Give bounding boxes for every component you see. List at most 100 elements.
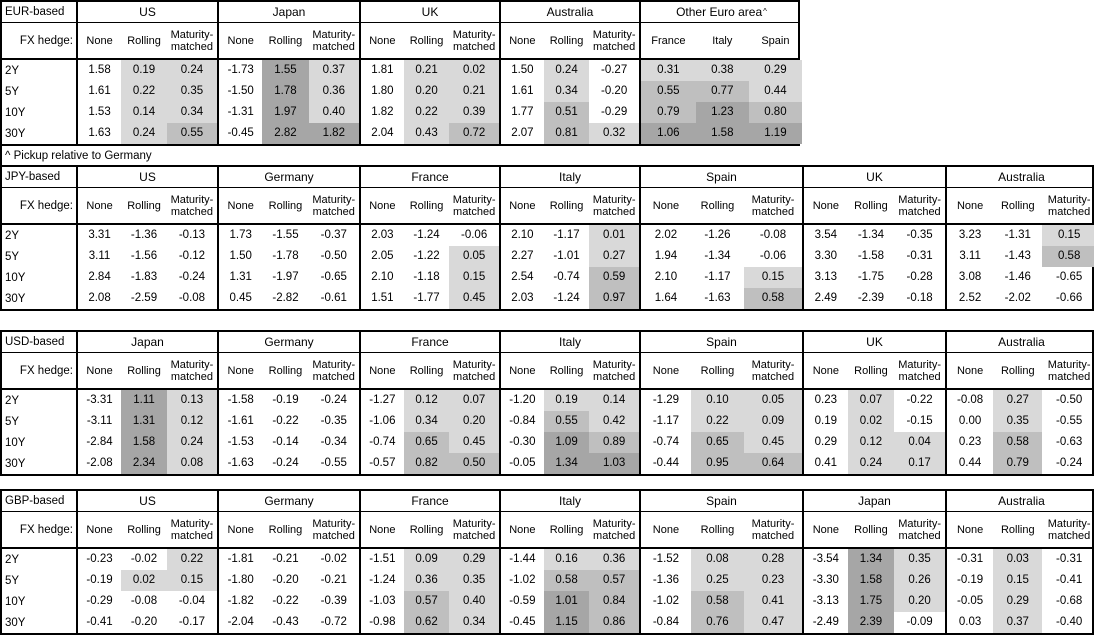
value-cell: -0.19 bbox=[86, 574, 113, 586]
value-cell: -0.15 bbox=[906, 415, 933, 427]
column-header-group-japan: None Rolling Maturity-matched bbox=[76, 353, 217, 388]
base-currency-label-jpy-based: JPY-based bbox=[5, 171, 61, 183]
value-group-uk: 3.13 -1.75 -0.28 bbox=[802, 267, 945, 288]
value-cell: -1.73 bbox=[227, 64, 254, 76]
value-cell: 0.28 bbox=[744, 549, 802, 570]
value-cell: 0.20 bbox=[449, 411, 499, 432]
tenor-label-2y: 2Y bbox=[5, 64, 20, 77]
column-header-rolling: Rolling bbox=[549, 34, 584, 47]
value-cell: 0.39 bbox=[449, 102, 499, 123]
column-header-maturity-matched: Maturity-matched bbox=[1047, 358, 1091, 383]
value-cell: 0.41 bbox=[744, 591, 802, 612]
value-cell: 1.63 bbox=[88, 127, 111, 139]
value-cell: -1.80 bbox=[227, 574, 254, 586]
value-group-germany: -1.82 -0.22 -0.39 bbox=[217, 591, 359, 612]
country-name: Japan bbox=[131, 335, 164, 349]
value-cell: 0.24 bbox=[543, 60, 590, 81]
value-cell: 0.23 bbox=[744, 570, 802, 591]
value-group-japan: -2.08 2.34 0.08 bbox=[76, 453, 217, 474]
tenor-row-2y: 2Y -0.23 -0.02 0.22 -1.81 -0.21 -0.02 -1.51 0.09… bbox=[2, 549, 1092, 570]
value-group-uk: 0.41 0.24 0.17 bbox=[802, 453, 945, 474]
value-cell: 0.79 bbox=[641, 102, 696, 123]
fx-hedge-label: FX hedge: bbox=[19, 199, 73, 212]
column-header-italy: Italy bbox=[712, 34, 733, 47]
column-header-maturity-matched: Maturity-matched bbox=[592, 358, 636, 383]
column-header-none: None bbox=[86, 364, 113, 377]
column-header-none: None bbox=[86, 199, 113, 212]
value-cell: 0.29 bbox=[814, 436, 838, 448]
value-cell: 0.47 bbox=[744, 612, 802, 633]
value-cell: 1.51 bbox=[371, 292, 394, 304]
value-cell: 2.52 bbox=[958, 292, 982, 304]
value-cell: -0.24 bbox=[178, 271, 206, 283]
value-group-italy: -0.30 1.09 0.89 bbox=[499, 432, 639, 453]
value-cell: 0.09 bbox=[403, 549, 450, 570]
tenor-row-2y: 2Y 3.31 -1.36 -0.13 1.73 -1.55 -0.37 2.03 -1.24 -… bbox=[2, 225, 1094, 246]
value-group-japan: -1.31 1.97 0.40 bbox=[217, 102, 359, 123]
value-cell: -2.84 bbox=[86, 436, 113, 448]
value-cell: -0.30 bbox=[509, 436, 536, 448]
value-group-us: 1.58 0.19 0.24 bbox=[76, 60, 217, 81]
value-group-spain: -0.74 0.65 0.45 bbox=[639, 432, 802, 453]
value-cell: 0.15 bbox=[166, 570, 217, 591]
value-cell: 0.19 bbox=[543, 390, 590, 411]
footnote-marker: ^ bbox=[763, 7, 767, 16]
country-header-us: US bbox=[76, 2, 217, 22]
value-group-australia: 1.50 0.24 -0.27 bbox=[499, 60, 639, 81]
value-cell: 0.41 bbox=[814, 457, 838, 469]
column-header-maturity-matched: Maturity-matched bbox=[751, 358, 795, 383]
value-cell: -1.24 bbox=[369, 574, 396, 586]
column-header-rolling: Rolling bbox=[127, 364, 161, 377]
eur-table-slot: EUR-based US Japan UK Australia Other Euro ar… bbox=[0, 0, 1094, 146]
value-group-us: 3.31 -1.36 -0.13 bbox=[76, 225, 217, 246]
country-name: France bbox=[411, 494, 449, 508]
country-name: Japan bbox=[272, 5, 306, 19]
country-header-japan: Japan bbox=[217, 2, 359, 22]
value-cell: 0.19 bbox=[121, 60, 167, 81]
column-header-rolling: Rolling bbox=[1000, 523, 1035, 536]
column-header-maturity-matched: Maturity-matched bbox=[452, 517, 496, 542]
country-header-germany: Germany bbox=[217, 491, 359, 511]
country-name: Germany bbox=[264, 335, 314, 349]
value-group-us: 2.08 -2.59 -0.08 bbox=[76, 288, 217, 309]
value-cell: 1.78 bbox=[262, 81, 309, 102]
value-cell: -1.29 bbox=[652, 394, 680, 406]
country-header-us: US bbox=[76, 167, 217, 187]
value-cell: -0.05 bbox=[956, 595, 984, 607]
value-cell: -0.04 bbox=[178, 595, 206, 607]
value-group-germany: -1.63 -0.24 -0.55 bbox=[217, 453, 359, 474]
value-cell: -0.55 bbox=[320, 457, 347, 469]
country-header-germany: Germany bbox=[217, 167, 359, 187]
value-group-uk: 1.80 0.20 0.21 bbox=[359, 81, 499, 102]
column-header-rolling: Rolling bbox=[409, 523, 444, 536]
column-header-maturity-matched: Maturity-matched bbox=[312, 358, 356, 383]
value-group-france: -1.24 0.36 0.35 bbox=[359, 570, 499, 591]
value-cell: -1.18 bbox=[413, 271, 440, 283]
value-cell: 0.20 bbox=[403, 81, 450, 102]
value-cell: -0.98 bbox=[369, 616, 396, 628]
tenor-label-30y: 30Y bbox=[5, 457, 26, 470]
value-cell: -0.43 bbox=[272, 616, 299, 628]
value-cell: 2.02 bbox=[654, 229, 678, 241]
country-name: Spain bbox=[706, 494, 737, 508]
tenor-label-10y: 10Y bbox=[5, 106, 26, 119]
value-cell: 0.37 bbox=[308, 60, 359, 81]
value-group-uk: 3.54 -1.34 -0.35 bbox=[802, 225, 945, 246]
tenor-label-5y: 5Y bbox=[5, 85, 20, 98]
value-cell: 1.11 bbox=[121, 390, 167, 411]
value-cell: 0.34 bbox=[449, 612, 499, 633]
value-cell: 3.30 bbox=[814, 250, 838, 262]
value-cell: -0.19 bbox=[956, 574, 984, 586]
value-cell: -0.72 bbox=[320, 616, 347, 628]
value-cell: -0.23 bbox=[86, 553, 113, 565]
column-header-group-australia: None Rolling Maturity-matched bbox=[945, 188, 1094, 223]
value-group-germany: -1.53 -0.14 -0.34 bbox=[217, 432, 359, 453]
value-group-japan: -3.13 1.75 0.20 bbox=[802, 591, 945, 612]
value-cell: 0.42 bbox=[589, 411, 639, 432]
country-header-row: USD-based Japan Germany France Italy Spain UK A… bbox=[2, 332, 1092, 353]
value-group-italy: -0.05 1.34 1.03 bbox=[499, 453, 639, 474]
value-cell: -1.77 bbox=[413, 292, 440, 304]
fx-hedge-label: FX hedge: bbox=[19, 523, 73, 536]
column-header-rolling: Rolling bbox=[549, 364, 584, 377]
value-group-japan: -3.30 1.58 0.26 bbox=[802, 570, 945, 591]
